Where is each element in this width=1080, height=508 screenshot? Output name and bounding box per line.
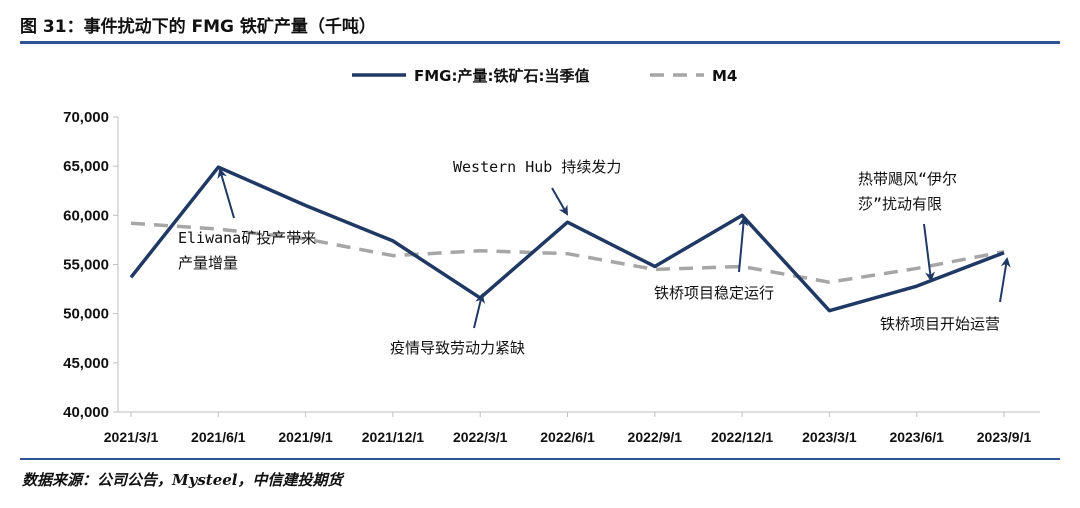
series-line-fmg xyxy=(129,165,1005,313)
y-tick-label: 60,000 xyxy=(63,207,109,224)
x-tick-label: 2021/3/1 xyxy=(104,429,159,445)
x-tick-label: 2023/3/1 xyxy=(802,429,857,445)
series-line-m4 xyxy=(130,221,1005,284)
y-tick-label: 70,000 xyxy=(63,109,109,126)
x-tick-label: 2021/9/1 xyxy=(278,429,333,445)
y-tick-label: 45,000 xyxy=(63,355,109,372)
y-tick-label: 65,000 xyxy=(63,158,109,175)
y-tick-label: 55,000 xyxy=(63,257,109,274)
legend-label-fmg: FMG:产量:铁矿石:当季值 xyxy=(414,67,589,85)
y-tick-label: 50,000 xyxy=(63,306,109,323)
legend: FMG:产量:铁矿石:当季值 M4 xyxy=(352,67,737,85)
legend-label-m4: M4 xyxy=(712,67,737,85)
x-tick-label: 2022/6/1 xyxy=(540,429,595,445)
annotation-text: 铁桥项目开始运营 xyxy=(880,315,1000,333)
annotation-text: 产量增量 xyxy=(178,254,238,272)
top-rule xyxy=(20,41,1060,44)
x-tick-label: 2021/6/1 xyxy=(191,429,246,445)
series-group xyxy=(129,165,1005,313)
annotation-arrow xyxy=(738,216,749,273)
x-tick-label: 2022/12/1 xyxy=(711,429,773,445)
annotation-text: 疫情导致劳动力紧缺 xyxy=(390,339,525,357)
annotation-arrow xyxy=(473,293,485,329)
annotation-text: Eliwana矿投产带来 xyxy=(178,229,316,247)
x-tick-label: 2023/6/1 xyxy=(889,429,944,445)
x-tick-label: 2022/9/1 xyxy=(628,429,683,445)
x-tick-label: 2023/9/1 xyxy=(977,429,1032,445)
annotation-arrow xyxy=(551,187,568,216)
source-note: 数据来源：公司公告，Mysteel，中信建投期货 xyxy=(22,471,343,489)
annotation-arrow xyxy=(217,168,235,219)
annotation-arrow xyxy=(923,223,935,282)
annotation-arrow xyxy=(999,257,1011,303)
annotation-text: 铁桥项目稳定运行 xyxy=(654,284,774,302)
axes: 40,000 45,000 50,000 55,000 60,000 65,000 70,0… xyxy=(63,109,1040,445)
annotation-text: Western Hub 持续发力 xyxy=(453,158,621,176)
x-tick-label: 2022/3/1 xyxy=(453,429,508,445)
figure-title: 图 31：事件扰动下的 FMG 铁矿产量（千吨） xyxy=(20,17,376,37)
annotation-text: 热带飓风“伊尔 xyxy=(858,170,957,188)
annotation-text: 莎”扰动有限 xyxy=(858,195,942,213)
x-tick-label: 2021/12/1 xyxy=(362,429,424,445)
y-tick-label: 40,000 xyxy=(63,404,109,421)
bottom-rule xyxy=(20,458,1060,460)
